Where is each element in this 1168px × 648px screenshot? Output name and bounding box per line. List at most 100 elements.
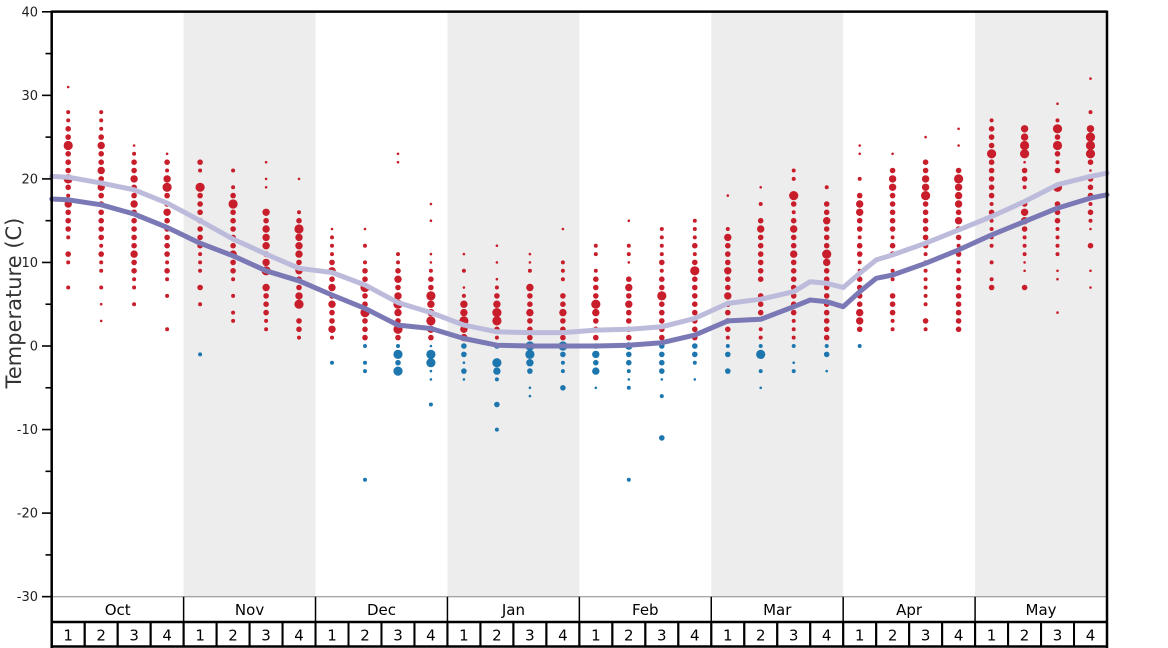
temp-dot [593, 243, 598, 248]
temp-dot [394, 275, 402, 283]
temp-dot [1020, 140, 1030, 151]
week-label: 2 [624, 627, 634, 645]
temp-dot [1089, 269, 1092, 273]
temp-dot [395, 268, 401, 274]
week-label: 2 [1020, 627, 1030, 645]
temp-dot [198, 302, 203, 307]
temp-dot [725, 251, 731, 257]
temp-dot [757, 309, 764, 316]
temp-dot [362, 293, 368, 299]
temp-dot [98, 217, 104, 224]
temp-dot [65, 184, 71, 191]
temp-dot [659, 334, 665, 341]
temp-dot [99, 110, 104, 115]
temp-dot [988, 167, 995, 174]
temp-dot [889, 242, 896, 249]
temp-dot [462, 378, 466, 381]
week-label: 3 [1053, 627, 1063, 645]
temp-dot [790, 234, 797, 241]
week-label: 1 [723, 627, 733, 645]
temp-dot [989, 218, 994, 223]
week-label: 3 [921, 627, 931, 645]
temp-dot [98, 151, 104, 157]
temp-dot [329, 318, 335, 324]
temp-dot [924, 135, 927, 139]
temp-dot [626, 293, 632, 299]
temp-dot [988, 126, 995, 132]
temp-dot [692, 326, 698, 333]
temp-dot [132, 302, 137, 307]
temp-dot [956, 260, 961, 265]
temp-dot [231, 310, 236, 315]
temp-dot [1087, 242, 1094, 249]
temp-dot [363, 260, 367, 265]
y-axis-title: Temperature (C) [2, 217, 26, 389]
temp-dot [823, 309, 830, 316]
temp-dot [396, 344, 400, 348]
temp-dot [692, 293, 698, 299]
temp-dot [396, 160, 400, 164]
temp-dot [396, 152, 400, 156]
temp-dot [790, 242, 797, 249]
temp-dot [825, 369, 828, 373]
temp-dot [494, 377, 499, 382]
temp-dot [394, 292, 402, 300]
temp-dot [823, 318, 830, 324]
temp-dot [65, 226, 71, 232]
temp-dot [1054, 151, 1061, 157]
temp-dot [1054, 167, 1061, 174]
temp-dot [592, 308, 600, 317]
temp-dot [162, 182, 172, 192]
temp-dot [165, 293, 170, 298]
y-tick-label: 40 [21, 5, 38, 20]
temp-dot [659, 368, 665, 374]
temp-dot [65, 134, 71, 140]
temp-dot [725, 326, 731, 333]
temp-dot [493, 300, 501, 308]
temp-dot [692, 276, 698, 283]
temp-dot [1023, 269, 1026, 273]
month-label-jan: Jan [501, 601, 525, 619]
temp-dot [692, 242, 698, 249]
week-label: 1 [327, 627, 337, 645]
temp-dot [955, 167, 962, 174]
temp-dot [593, 334, 599, 341]
temp-dot [65, 159, 71, 165]
temp-dot [130, 250, 138, 258]
month-label-nov: Nov [235, 601, 264, 619]
temp-dot [954, 174, 964, 184]
temp-dot [294, 299, 304, 309]
temp-dot [954, 191, 963, 200]
temp-dot [1021, 167, 1028, 174]
temp-dot [823, 209, 830, 216]
temp-dot [923, 252, 928, 257]
temp-dot [824, 185, 829, 190]
temp-dot [592, 350, 600, 359]
temp-dot [429, 219, 433, 222]
week-label: 2 [492, 627, 502, 645]
temp-dot [954, 200, 963, 208]
y-tick-label: 20 [21, 172, 38, 187]
y-tick-label: -30 [17, 590, 38, 605]
temp-dot [462, 361, 466, 365]
temp-dot [330, 235, 334, 240]
temp-dot [591, 299, 601, 309]
shaded-band-nov [183, 11, 316, 597]
shaded-band-may [975, 11, 1107, 597]
temp-dot [296, 259, 302, 266]
temp-dot [97, 166, 105, 175]
temp-dot [362, 326, 368, 333]
temp-dot [626, 243, 631, 248]
temp-dot [560, 301, 566, 308]
temp-dot [525, 349, 535, 359]
temp-dot [626, 385, 631, 390]
temp-dot [757, 259, 764, 266]
temp-dot [791, 318, 796, 323]
temp-dot [856, 217, 863, 224]
week-label: 4 [162, 627, 172, 645]
temp-dot [362, 268, 368, 274]
temp-dot [823, 334, 830, 341]
temp-dot [492, 358, 502, 368]
temp-dot [165, 327, 170, 332]
temp-dot [494, 293, 500, 299]
